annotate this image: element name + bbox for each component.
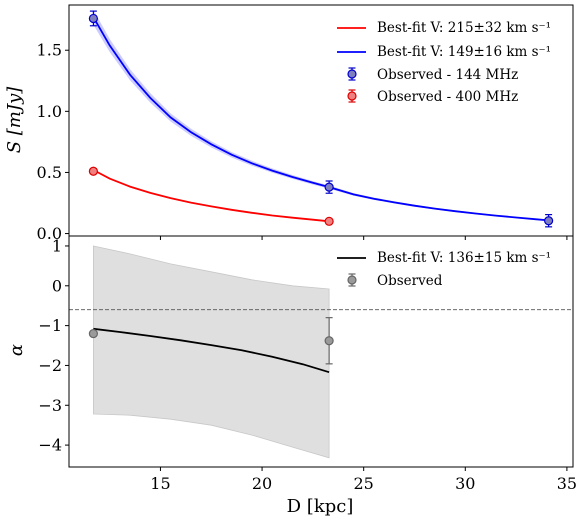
bottom-y-tick-label-1: 0 [52,276,62,295]
bottom-data-point-2-0 [88,328,98,339]
bottom-x-tick-label-0: 15 [150,474,170,493]
bottom-uncertainty-band [93,245,330,459]
bottom-x-tick-label-1: 20 [252,474,272,493]
bottom-y-tick-label-5: −4 [38,436,62,455]
legend-400-label: Observed - 400 MHz [377,89,518,105]
bottom-y-tick-label-3: −2 [38,356,62,375]
top-series-line-1 [92,16,549,222]
bottom-x-tick-label-4: 35 [557,474,577,493]
legend-144-label: Observed - 144 MHz [377,67,518,83]
top-y-tick-label-2: 1.0 [37,102,62,121]
top-data-point-3-0 [88,166,98,176]
bottom-x-tick-label-3: 30 [455,474,475,493]
legend-red-line-label: Best-fit V: 215±32 km s⁻¹ [377,20,551,36]
bottom-y-tick-label-0: 1 [52,236,62,255]
bottom-data-point-2-1 [324,336,334,346]
bottom-series-line-0 [93,327,330,374]
legend-144-marker [347,67,357,81]
top-y-tick-label-1: 0.5 [37,163,62,182]
legend-blue-line-label: Best-fit V: 149±16 km s⁻¹ [377,44,551,60]
top-y-axis-label: S [mJy] [4,86,25,154]
top-data-point-2-2 [544,216,554,226]
top-y-tick-label-0: 0.0 [37,224,62,243]
legend-observed-marker [347,273,357,287]
legend-400-marker [347,89,357,103]
top-data-point-3-1 [324,216,334,226]
top-fit-band-1 [93,9,549,221]
top-y-tick-label-3: 1.5 [37,41,62,60]
bottom-y-tick-label-4: −3 [38,396,62,415]
bottom-panel: 1 0 −1 −2 −3 −4 15 20 25 30 35 [38,235,577,493]
top-data-point-2-0 [88,13,98,24]
bottom-axes-frame [68,235,574,468]
legend-black-line-label: Best-fit V: 136±15 km s⁻¹ [377,250,551,266]
top-legend: Best-fit V: 215±32 km s⁻¹ Best-fit V: 14… [337,20,551,105]
x-axis-label: D [kpc] [287,496,354,517]
bottom-y-tick-label-2: −1 [38,316,62,335]
legend-observed-label: Observed [377,273,443,289]
bottom-legend: Best-fit V: 136±15 km s⁻¹ Observed [337,250,551,289]
bottom-y-axis-label: α [6,344,27,356]
top-panel: 0.0 0.5 1.0 1.5 [37,4,574,243]
top-data-point-2-1 [324,182,334,192]
bottom-x-tick-label-2: 25 [353,474,373,493]
top-series-line-0 [92,169,330,223]
top-axes-frame [68,4,574,237]
